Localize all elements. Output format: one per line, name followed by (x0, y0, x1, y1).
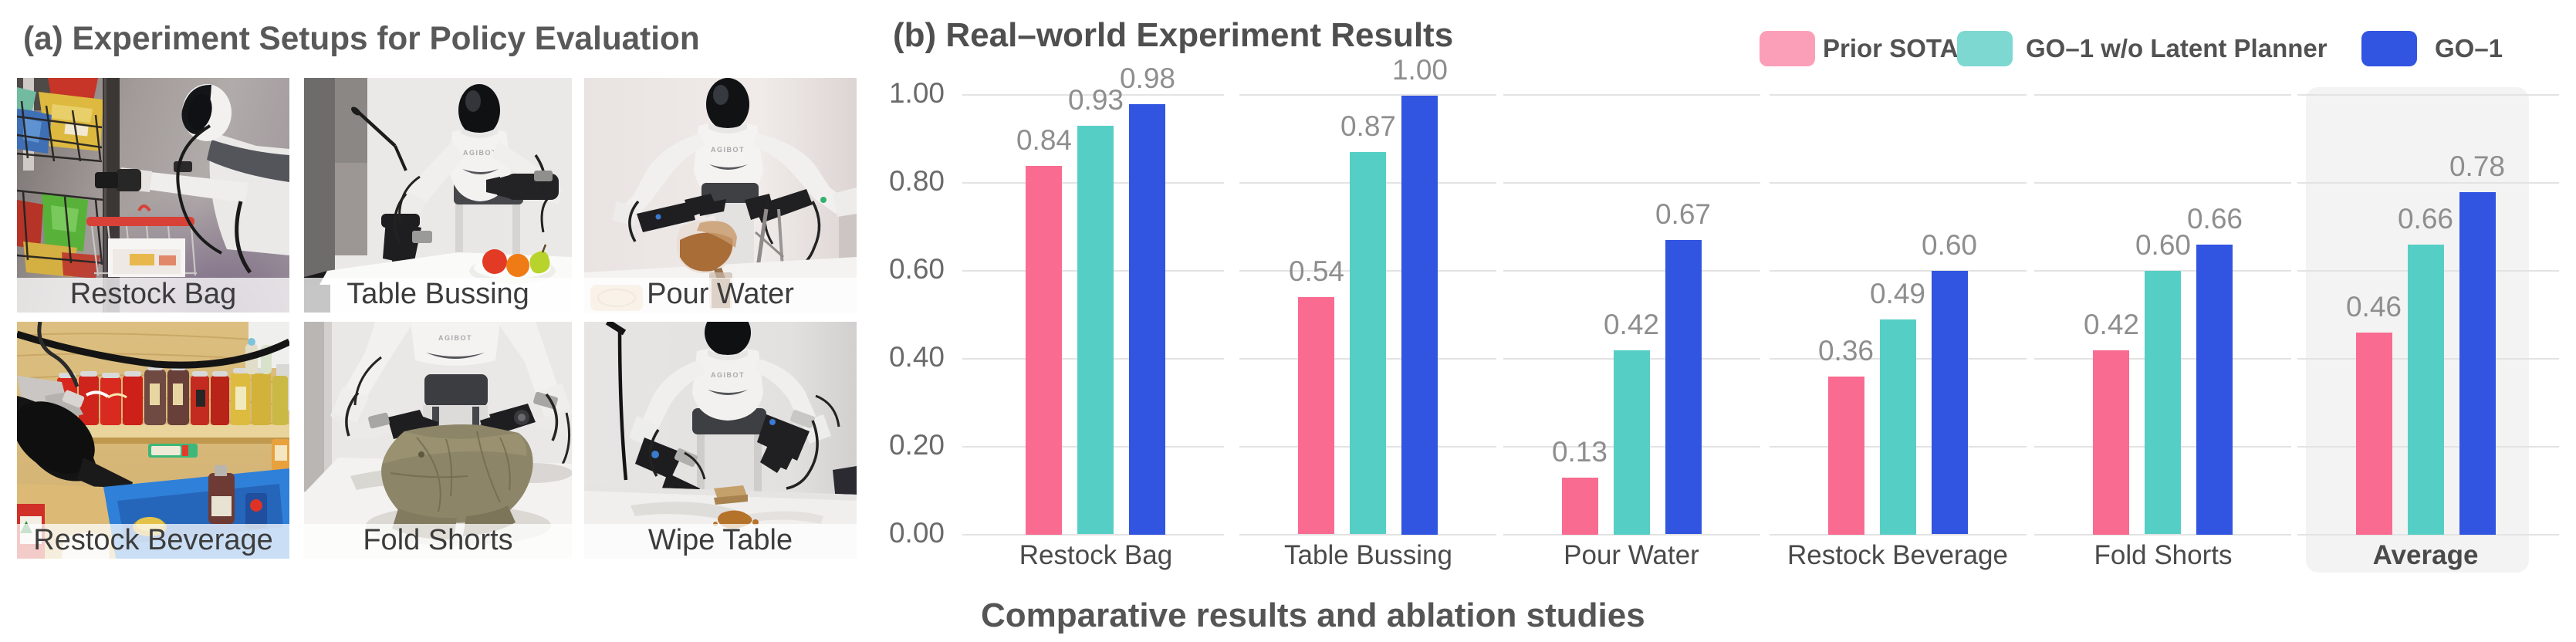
svg-text:AGIBOT: AGIBOT (463, 149, 497, 157)
svg-text:AGIBOT: AGIBOT (711, 371, 745, 379)
svg-text:AGIBOT: AGIBOT (711, 146, 745, 154)
svg-text:AGIBOT: AGIBOT (438, 334, 472, 342)
